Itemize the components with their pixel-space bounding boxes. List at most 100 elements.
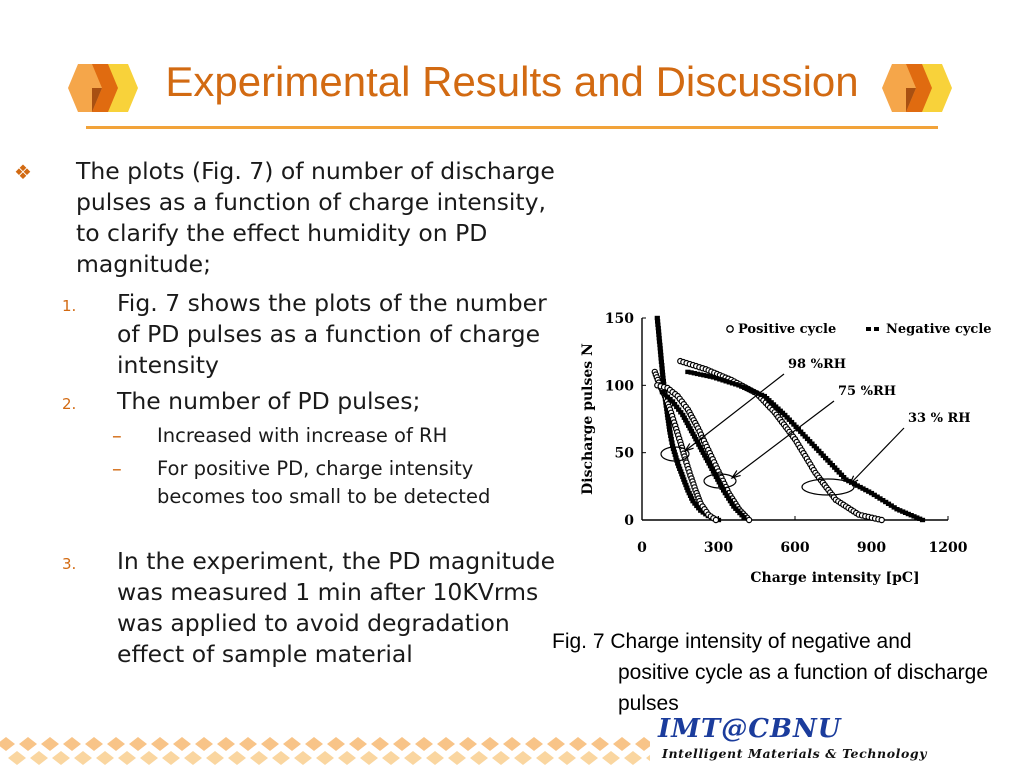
logo-sub-text: Intelligent Materials & Technology	[662, 746, 928, 761]
negative-data-point	[655, 322, 661, 327]
negative-data-point	[871, 492, 877, 498]
negative-data-point	[664, 412, 671, 418]
negative-data-point	[917, 516, 923, 521]
negative-data-point	[802, 434, 808, 439]
negative-data-point	[665, 418, 671, 423]
negative-data-point	[742, 385, 748, 390]
negative-data-point	[659, 366, 665, 371]
list-item-text: Fig. 7 shows the plots of the number of …	[117, 289, 547, 379]
footer-diamond-pattern	[0, 737, 664, 765]
negative-data-point	[820, 453, 826, 458]
negative-data-point	[857, 484, 863, 490]
negative-data-point	[786, 417, 792, 422]
negative-data-point	[692, 501, 698, 506]
caption-line-1: Fig. 7 Charge intensity of negative and	[552, 630, 912, 653]
negative-data-point	[816, 448, 822, 454]
negative-data-point	[702, 453, 708, 458]
negative-data-point	[704, 373, 710, 379]
negative-data-point	[670, 399, 676, 404]
negative-data-point	[710, 375, 716, 380]
imt-cbnu-logo: IMT@CBNU Intelligent Materials & Technol…	[650, 712, 990, 768]
negative-data-point	[854, 483, 860, 488]
legend-negative-marker	[866, 327, 871, 331]
negative-data-point	[834, 467, 840, 473]
legend-positive-marker	[726, 325, 734, 333]
sub-list-text: For positive PD, charge intensity become…	[157, 457, 491, 508]
negative-data-point	[705, 458, 711, 463]
negative-data-point	[877, 496, 883, 501]
y-tick-label: 100	[605, 378, 634, 394]
footer-diamond-icon	[140, 751, 158, 765]
negative-data-point	[722, 490, 728, 496]
negative-data-point	[832, 465, 838, 470]
negative-data-point	[793, 424, 799, 430]
negative-data-point	[846, 478, 852, 484]
negative-data-point	[726, 496, 732, 501]
negative-data-point	[735, 508, 741, 513]
footer-diamond-icon	[162, 751, 180, 765]
negative-data-point	[660, 372, 666, 378]
y-axis-label: Discharge pulses N	[580, 343, 596, 495]
negative-data-point	[919, 517, 926, 523]
y-tick-label: 0	[624, 513, 634, 529]
negative-data-point	[868, 490, 875, 496]
footer-diamond-icon	[591, 737, 609, 751]
x-tick-label: 300	[704, 540, 733, 556]
negative-data-point	[717, 377, 723, 382]
footer-diamond-icon	[239, 737, 257, 751]
positive-data-point	[712, 516, 720, 524]
negative-data-point	[736, 383, 742, 388]
negative-data-point	[795, 427, 801, 432]
negative-data-point	[813, 446, 820, 451]
annotation-arrow	[731, 400, 835, 479]
negative-data-point	[684, 485, 690, 490]
footer-diamond-icon	[173, 737, 191, 751]
negative-data-point	[739, 384, 745, 389]
negative-data-point	[891, 505, 897, 510]
footer-diamond-icon	[393, 737, 411, 751]
negative-data-point	[685, 488, 691, 493]
negative-data-point	[714, 376, 720, 381]
x-tick-label: 0	[637, 540, 647, 556]
footer-diamond-icon	[30, 751, 48, 765]
negative-data-point	[724, 493, 730, 498]
negative-data-point	[655, 325, 661, 331]
negative-data-point	[658, 359, 664, 364]
negative-data-point	[658, 356, 664, 361]
negative-data-point	[659, 362, 665, 368]
negative-data-point	[694, 503, 700, 509]
negative-data-point	[667, 396, 673, 402]
negative-data-point	[683, 418, 689, 423]
negative-data-point	[716, 480, 722, 485]
dash-bullet: –	[112, 424, 122, 447]
footer-diamond-icon	[228, 751, 246, 765]
negative-data-point	[874, 494, 880, 499]
footer-diamond-icon	[613, 737, 631, 751]
footer-diamond-icon	[283, 737, 301, 751]
footer-diamond-icon	[327, 737, 345, 751]
negative-data-point	[807, 439, 813, 444]
intro-paragraph: The plots (Fig. 7) of number of discharg…	[76, 157, 555, 278]
legend-negative-marker	[874, 327, 879, 331]
negative-data-point	[677, 466, 683, 471]
footer-diamond-icon	[52, 751, 70, 765]
negative-data-point	[696, 506, 702, 511]
negative-data-point	[664, 409, 670, 414]
negative-data-point	[733, 382, 739, 387]
negative-data-point	[656, 336, 662, 341]
logo-main-text: IMT@CBNU	[658, 714, 842, 744]
negative-data-point	[825, 458, 831, 463]
annotation-arrowhead	[848, 475, 859, 486]
negative-data-point	[681, 415, 687, 420]
negative-data-point	[888, 503, 894, 508]
negative-data-point	[729, 381, 736, 386]
annotation-label: 33 % RH	[908, 411, 971, 426]
footer-diamond-icon	[206, 751, 224, 765]
footer-diamond-icon	[360, 751, 378, 765]
x-tick-label: 900	[857, 540, 886, 556]
negative-data-point	[791, 422, 797, 427]
footer-diamond-icon	[151, 737, 169, 751]
footer-diamond-icon	[74, 751, 92, 765]
negative-data-point	[703, 455, 709, 461]
cube-decoration-icon	[68, 64, 138, 112]
